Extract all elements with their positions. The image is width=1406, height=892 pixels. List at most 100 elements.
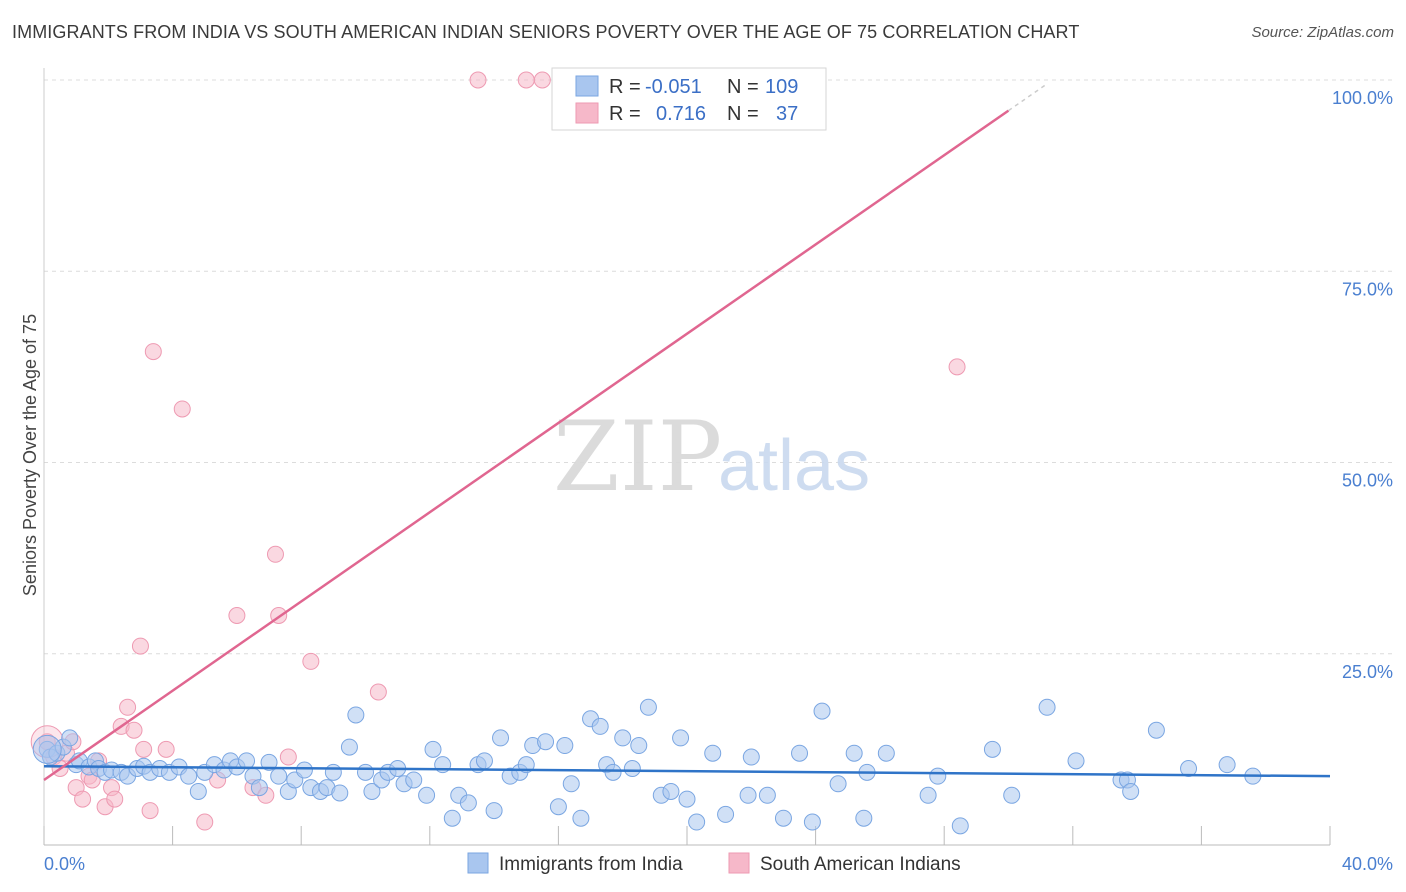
watermark: ZIP atlas (553, 401, 870, 513)
pink-point (106, 790, 124, 808)
y-axis-label: Seniors Poverty Over the Age of 75 (20, 314, 40, 596)
blue-point (855, 809, 873, 827)
blue-point (363, 782, 381, 800)
pink-point (135, 740, 153, 758)
blue-point (829, 775, 847, 793)
blue-point (1180, 760, 1198, 777)
blue-point (556, 737, 574, 755)
axes (43, 68, 1331, 846)
pink-trend-line (43, 109, 1010, 782)
blue-point (475, 752, 493, 770)
pink-point (144, 343, 162, 361)
blue-point (260, 753, 278, 771)
blue-point (180, 767, 198, 785)
legend-n-value-1: 109 (765, 76, 798, 98)
blue-point (704, 744, 722, 762)
blue-point (424, 740, 442, 758)
pink-point (74, 790, 92, 808)
stats-legend: R = -0.051 N = 109 R = 0.716 N = 37 (551, 67, 827, 131)
blue-point (357, 763, 374, 781)
pink-point (173, 400, 191, 418)
blue-point-cluster (32, 734, 62, 764)
blue-point (443, 809, 461, 827)
blue-point (331, 784, 349, 802)
blue-point (758, 786, 776, 804)
blue-point (405, 771, 423, 789)
bottom-legend-label-blue: Immigrants from India (499, 854, 683, 875)
pink-point (119, 698, 137, 716)
blue-point (623, 760, 641, 777)
blue-point (492, 729, 510, 747)
legend-n-label-2: N = (727, 103, 759, 125)
pink-point (228, 607, 246, 624)
y-tick-label-100: 100.0% (1332, 88, 1393, 108)
blue-point (877, 744, 895, 762)
pink-point (302, 652, 320, 670)
blue-trend-line (43, 764, 1331, 778)
blue-point (591, 717, 609, 735)
grid-lines (44, 79, 1393, 655)
blue-point (1067, 752, 1085, 770)
blue-point (295, 761, 313, 779)
blue-point (662, 782, 680, 800)
watermark-zip: ZIP (553, 401, 722, 513)
legend-swatch-blue (575, 75, 599, 97)
blue-point (1147, 721, 1165, 739)
pink-point (517, 71, 535, 89)
blue-point (270, 767, 288, 785)
blue-point (1218, 756, 1236, 774)
blue-point (678, 790, 696, 808)
bottom-legend-label-pink: South American Indians (760, 854, 961, 875)
chart-title: IMMIGRANTS FROM INDIA VS SOUTH AMERICAN … (12, 22, 1080, 42)
blue-point (340, 738, 358, 756)
bottom-legend-swatch-blue (467, 852, 489, 874)
legend-r-value-1: -0.051 (645, 76, 702, 98)
source-credit: Source: ZipAtlas.com (1251, 24, 1394, 41)
blue-point (813, 702, 831, 720)
blue-point (791, 744, 809, 762)
legend-r-value-2: 0.716 (656, 103, 706, 125)
blue-point (742, 748, 760, 766)
x-tick-label-max: 40.0% (1342, 854, 1393, 874)
legend-n-value-2: 37 (776, 103, 798, 125)
pink-point (266, 545, 284, 563)
trend-lines (43, 83, 1331, 782)
legend-r-label-1: R = (609, 76, 641, 98)
pink-point (141, 802, 159, 820)
blue-point (845, 744, 863, 762)
blue-point (739, 786, 757, 804)
blue-point (929, 767, 947, 785)
watermark-atlas: atlas (718, 426, 870, 506)
blue-point (604, 763, 622, 781)
pink-point (533, 71, 551, 89)
blue-point (951, 817, 969, 835)
y-tick-label-50: 50.0% (1342, 471, 1393, 491)
pink-point (196, 813, 214, 831)
blue-point (919, 786, 937, 804)
blue-point (324, 763, 342, 781)
blue-point (717, 805, 735, 823)
legend-r-label-2: R = (609, 103, 641, 125)
blue-point (459, 794, 477, 812)
series-legend: Immigrants from India South American Ind… (467, 852, 961, 875)
blue-point (1003, 786, 1021, 804)
blue-point (61, 729, 79, 747)
blue-point (189, 782, 207, 800)
blue-point (672, 729, 690, 747)
blue-point (803, 813, 821, 831)
pink-point (157, 740, 175, 758)
pink-point (469, 71, 487, 89)
y-tick-label-75: 75.0% (1342, 279, 1393, 299)
blue-point (774, 809, 792, 827)
blue-point (630, 737, 648, 755)
blue-point (347, 706, 365, 724)
pink-trend-extension (1008, 83, 1048, 112)
pink-point (131, 637, 149, 655)
blue-point (250, 779, 268, 797)
blue-point (485, 802, 503, 820)
x-tick-label-min: 0.0% (44, 854, 85, 874)
pink-point (369, 683, 387, 701)
blue-point (549, 798, 567, 816)
blue-point (572, 809, 590, 827)
